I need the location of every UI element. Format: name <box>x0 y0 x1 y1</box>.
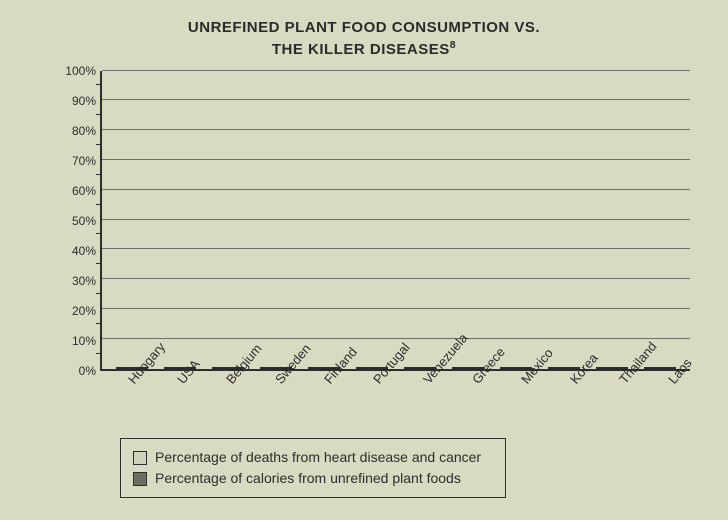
bar-deaths <box>308 367 324 369</box>
grid-line <box>102 129 690 130</box>
y-minor-tick <box>96 293 102 294</box>
bar-groups <box>102 71 690 369</box>
chart-title: UNREFINED PLANT FOOD CONSUMPTION VS. THE… <box>30 18 698 61</box>
y-tick-label: 60% <box>72 184 96 198</box>
bar-deaths <box>164 367 180 369</box>
legend-label: Percentage of calories from unrefined pl… <box>155 468 461 489</box>
y-tick-label: 0% <box>79 364 96 378</box>
bar-deaths <box>548 367 564 369</box>
y-tick-label: 20% <box>72 304 96 318</box>
y-minor-tick <box>96 114 102 115</box>
grid-line <box>102 248 690 249</box>
legend: Percentage of deaths from heart disease … <box>120 438 506 498</box>
y-tick-label: 40% <box>72 244 96 258</box>
y-minor-tick <box>96 233 102 234</box>
grid-line <box>102 278 690 279</box>
grid-line <box>102 70 690 71</box>
grid-line <box>102 159 690 160</box>
chart-page: UNREFINED PLANT FOOD CONSUMPTION VS. THE… <box>0 0 728 520</box>
title-footnote: 8 <box>450 39 456 51</box>
legend-item: Percentage of deaths from heart disease … <box>133 447 481 468</box>
y-tick-label: 50% <box>72 214 96 228</box>
x-tick-label: Laos <box>641 373 690 453</box>
y-tick-label: 30% <box>72 274 96 288</box>
grid-line <box>102 99 690 100</box>
y-tick-label: 100% <box>65 64 96 78</box>
grid-line <box>102 338 690 339</box>
bar-deaths <box>404 367 420 369</box>
grid-line <box>102 189 690 190</box>
y-tick-label: 90% <box>72 94 96 108</box>
plot-area <box>100 71 690 371</box>
bar-deaths <box>644 367 660 369</box>
bar-deaths <box>452 367 468 369</box>
legend-label: Percentage of deaths from heart disease … <box>155 447 481 468</box>
y-tick-label: 10% <box>72 334 96 348</box>
title-line-2: THE KILLER DISEASES <box>272 41 450 58</box>
y-minor-tick <box>96 353 102 354</box>
grid-line <box>102 308 690 309</box>
legend-item: Percentage of calories from unrefined pl… <box>133 468 481 489</box>
y-tick-label: 70% <box>72 154 96 168</box>
x-tick-label: Korea <box>543 373 592 453</box>
title-line-1: UNREFINED PLANT FOOD CONSUMPTION VS. <box>188 19 540 36</box>
legend-swatch <box>133 472 147 486</box>
y-minor-tick <box>96 323 102 324</box>
y-axis: 0%10%20%30%40%50%60%70%80%90%100% <box>50 71 100 371</box>
bar-deaths <box>356 367 372 369</box>
y-minor-tick <box>96 263 102 264</box>
x-tick-label: Thailand <box>592 373 641 453</box>
y-tick-label: 80% <box>72 124 96 138</box>
grid-line <box>102 219 690 220</box>
chart-area: 0%10%20%30%40%50%60%70%80%90%100% Hungar… <box>50 71 690 371</box>
bar-deaths <box>212 367 228 369</box>
y-minor-tick <box>96 84 102 85</box>
bar-deaths <box>596 367 612 369</box>
y-minor-tick <box>96 174 102 175</box>
bar-deaths <box>500 367 516 369</box>
y-minor-tick <box>96 204 102 205</box>
bar-deaths <box>116 367 132 369</box>
y-minor-tick <box>96 144 102 145</box>
bar-deaths <box>260 367 276 369</box>
legend-swatch <box>133 451 147 465</box>
